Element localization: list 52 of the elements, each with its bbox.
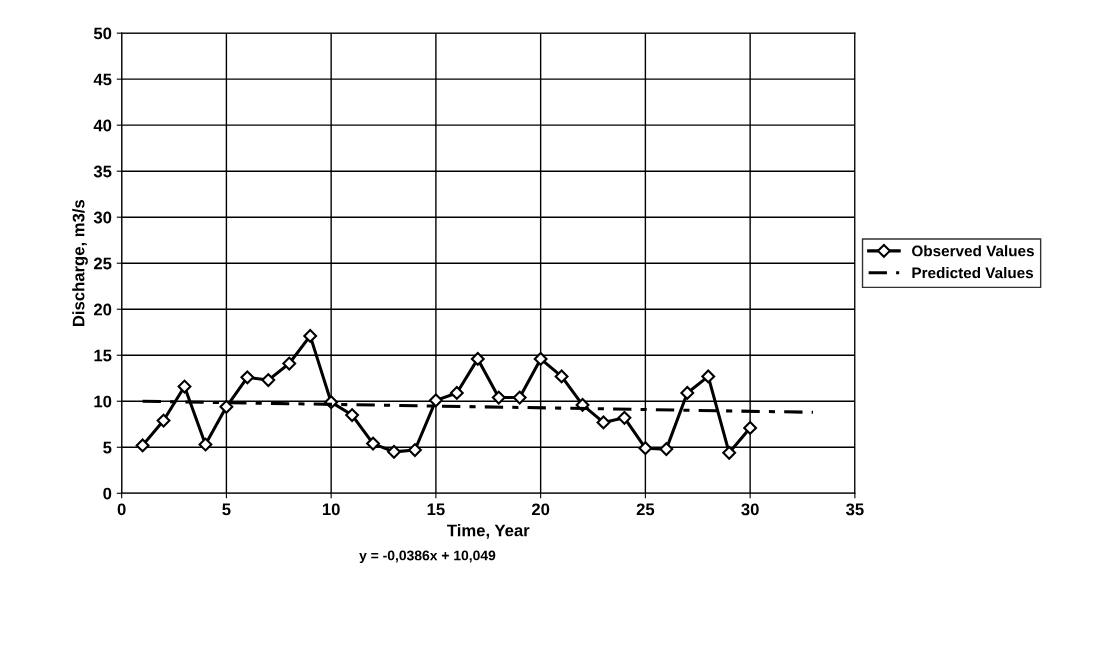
- point: [219, 399, 234, 414]
- x-axis-title: Time, Year: [447, 524, 530, 539]
- text: y = -0,0386x + 10,049: [359, 550, 496, 564]
- point: [428, 393, 443, 408]
- x-tick-label: 15: [427, 503, 445, 516]
- point: [345, 408, 360, 422]
- y-tick-label: 5: [103, 441, 112, 454]
- x-tick-label: 30: [741, 503, 759, 516]
- point: [533, 351, 548, 366]
- point: [303, 328, 318, 343]
- legend-label: Predicted Values: [912, 267, 1034, 279]
- point: [659, 442, 674, 457]
- x-tick-label: 0: [117, 503, 126, 516]
- y-tick-label: 35: [93, 165, 112, 178]
- y-tick-label: 10: [94, 395, 112, 408]
- point: [449, 386, 464, 400]
- point: [596, 415, 611, 430]
- point: [743, 421, 758, 435]
- point: [282, 356, 297, 371]
- point: [366, 436, 380, 451]
- point: [261, 373, 276, 388]
- point: [617, 410, 632, 425]
- y-tick-label: 45: [93, 73, 112, 86]
- point: [701, 369, 716, 384]
- y-tick-label: 0: [103, 487, 112, 500]
- point: [408, 443, 422, 457]
- point: [491, 390, 506, 405]
- point: [240, 370, 255, 385]
- y-tick-label: 25: [93, 257, 112, 270]
- point: [680, 386, 695, 400]
- point: [554, 369, 569, 384]
- x-tick-label: 35: [845, 503, 864, 516]
- point: [722, 445, 737, 460]
- y-tick-label: 30: [93, 211, 112, 224]
- x-tick-label: 20: [531, 503, 550, 516]
- point: [198, 437, 213, 452]
- point: [512, 390, 527, 405]
- y-tick-label: 40: [93, 119, 112, 132]
- y-axis-title: Discharge, m3/s: [72, 199, 88, 327]
- y-tick-label: 20: [93, 303, 112, 316]
- y-tick-label: 15: [94, 349, 112, 362]
- point: [638, 441, 653, 456]
- y-tick-label: 50: [93, 27, 112, 40]
- point: [387, 444, 401, 459]
- legend-label: Observed Values: [912, 245, 1034, 257]
- point: [156, 413, 171, 428]
- point: [470, 351, 485, 366]
- point: [177, 379, 192, 394]
- x-tick-label: 10: [322, 503, 340, 516]
- x-tick-label: 5: [222, 503, 231, 516]
- point: [135, 438, 150, 453]
- x-tick-label: 25: [636, 503, 655, 516]
